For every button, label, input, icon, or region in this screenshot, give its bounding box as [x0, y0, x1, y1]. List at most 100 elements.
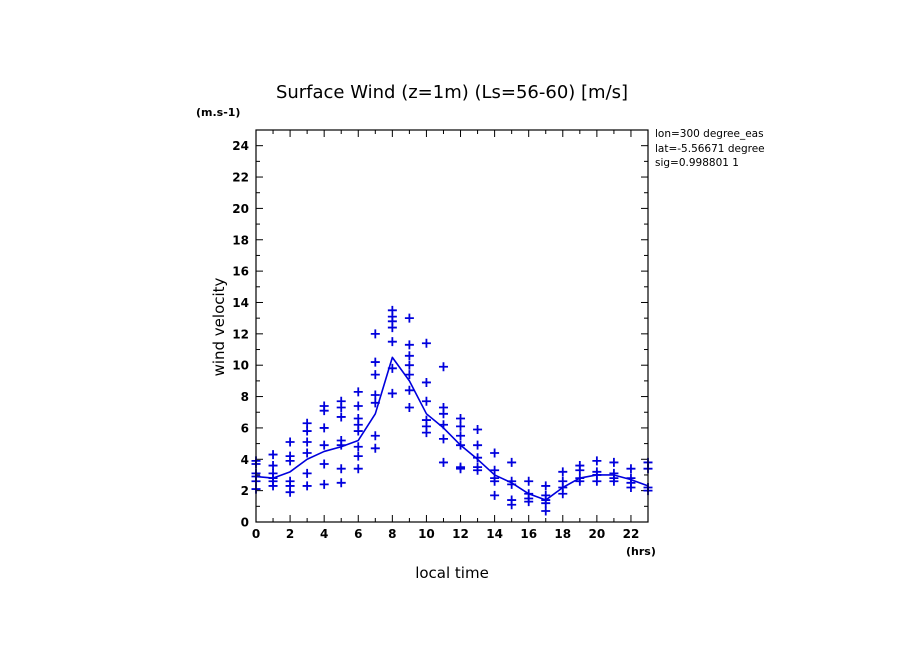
- data-point-plus: [575, 465, 585, 475]
- data-point-plus: [387, 323, 397, 333]
- data-point-plus: [404, 385, 414, 395]
- data-point-plus: [438, 434, 448, 444]
- info-line-lon: lon=300 degree_eas: [655, 128, 764, 140]
- plot-frame: [255, 129, 649, 523]
- mean-wind-line: [255, 356, 649, 501]
- x-tick-label: 4: [320, 527, 328, 541]
- data-point-plus: [302, 481, 312, 491]
- data-point-plus: [592, 476, 602, 486]
- data-point-plus: [438, 409, 448, 419]
- data-point-plus: [285, 487, 295, 497]
- data-point-plus: [302, 437, 312, 447]
- x-tick-label: 22: [623, 527, 640, 541]
- data-point-plus: [353, 426, 363, 436]
- data-lines: [255, 356, 649, 501]
- data-point-plus: [438, 457, 448, 467]
- data-point-plus: [336, 478, 346, 488]
- data-point-plus: [370, 443, 380, 453]
- x-tick-label: 8: [388, 527, 396, 541]
- info-line-sig: sig=0.998801 1: [655, 157, 739, 169]
- y-tick-label: 14: [232, 296, 249, 310]
- data-point-plus: [541, 506, 551, 516]
- data-point-plus: [370, 329, 380, 339]
- data-point-plus: [285, 437, 295, 447]
- data-point-plus: [404, 370, 414, 380]
- data-point-plus: [456, 421, 466, 431]
- data-point-plus: [404, 340, 414, 350]
- data-point-plus: [353, 451, 363, 461]
- data-point-plus: [268, 481, 278, 491]
- info-clip-mask: [779, 125, 904, 175]
- data-point-plus: [421, 428, 431, 438]
- data-point-plus: [370, 390, 380, 400]
- x-unit-label: (hrs): [626, 545, 656, 558]
- info-line-lat: lat=-5.56671 degree: [655, 143, 765, 155]
- data-point-plus: [336, 412, 346, 422]
- data-point-plus: [592, 456, 602, 466]
- data-point-plus: [268, 450, 278, 460]
- data-point-plus: [626, 483, 636, 493]
- data-point-plus: [473, 440, 483, 450]
- data-point-plus: [319, 423, 329, 433]
- data-point-plus: [524, 497, 534, 507]
- data-point-plus: [490, 490, 500, 500]
- data-point-plus: [370, 370, 380, 380]
- data-point-plus: [302, 468, 312, 478]
- y-axis-label: wind velocity: [210, 277, 228, 376]
- data-point-plus: [302, 418, 312, 428]
- data-point-plus: [456, 414, 466, 424]
- data-point-plus: [319, 440, 329, 450]
- x-tick-label: 2: [286, 527, 294, 541]
- x-tick-label: 14: [486, 527, 503, 541]
- data-point-plus: [370, 431, 380, 441]
- data-point-plus: [421, 338, 431, 348]
- x-tick-label: 10: [418, 527, 435, 541]
- data-point-plus: [319, 479, 329, 489]
- data-point-plus: [490, 476, 500, 486]
- x-tick-label: 18: [554, 527, 571, 541]
- data-point-plus: [541, 481, 551, 491]
- data-point-plus: [456, 464, 466, 474]
- data-point-plus: [558, 489, 568, 499]
- data-point-plus: [319, 406, 329, 416]
- data-point-plus: [507, 457, 517, 467]
- data-point-plus: [473, 465, 483, 475]
- data-point-plus: [626, 464, 636, 474]
- data-point-plus: [524, 476, 534, 486]
- y-tick-label: 24: [232, 139, 249, 153]
- chart-title: Surface Wind (z=1m) (Ls=56-60) [m/s]: [276, 82, 628, 103]
- data-point-plus: [387, 388, 397, 398]
- y-tick-label: 0: [241, 516, 249, 530]
- y-tick-label: 8: [241, 390, 249, 404]
- data-point-plus: [404, 403, 414, 413]
- y-tick-label: 4: [241, 453, 249, 467]
- data-point-plus: [490, 448, 500, 458]
- data-point-plus: [319, 459, 329, 469]
- y-tick-label: 16: [232, 265, 249, 279]
- data-point-plus: [421, 377, 431, 387]
- data-point-plus: [268, 461, 278, 471]
- data-point-plus: [302, 448, 312, 458]
- data-point-plus: [438, 362, 448, 372]
- data-point-plus: [387, 337, 397, 347]
- data-point-plus: [353, 401, 363, 411]
- data-point-plus: [558, 467, 568, 477]
- y-tick-label: 6: [241, 421, 249, 435]
- x-tick-label: 16: [520, 527, 537, 541]
- y-tick-label: 20: [232, 202, 249, 216]
- info-box: lon=300 degree_eas lat=-5.56671 degree s…: [655, 125, 904, 175]
- data-point-plus: [609, 476, 619, 486]
- data-point-plus: [456, 431, 466, 441]
- y-tick-label: 12: [232, 327, 249, 341]
- data-point-plus: [353, 442, 363, 452]
- data-point-plus: [404, 313, 414, 323]
- data-point-plus: [609, 457, 619, 467]
- y-tick-label: 10: [232, 359, 249, 373]
- data-point-plus: [336, 464, 346, 474]
- data-point-plus: [404, 351, 414, 361]
- data-point-plus: [285, 456, 295, 466]
- x-axis-label: local time: [415, 564, 489, 582]
- data-point-plus: [353, 464, 363, 474]
